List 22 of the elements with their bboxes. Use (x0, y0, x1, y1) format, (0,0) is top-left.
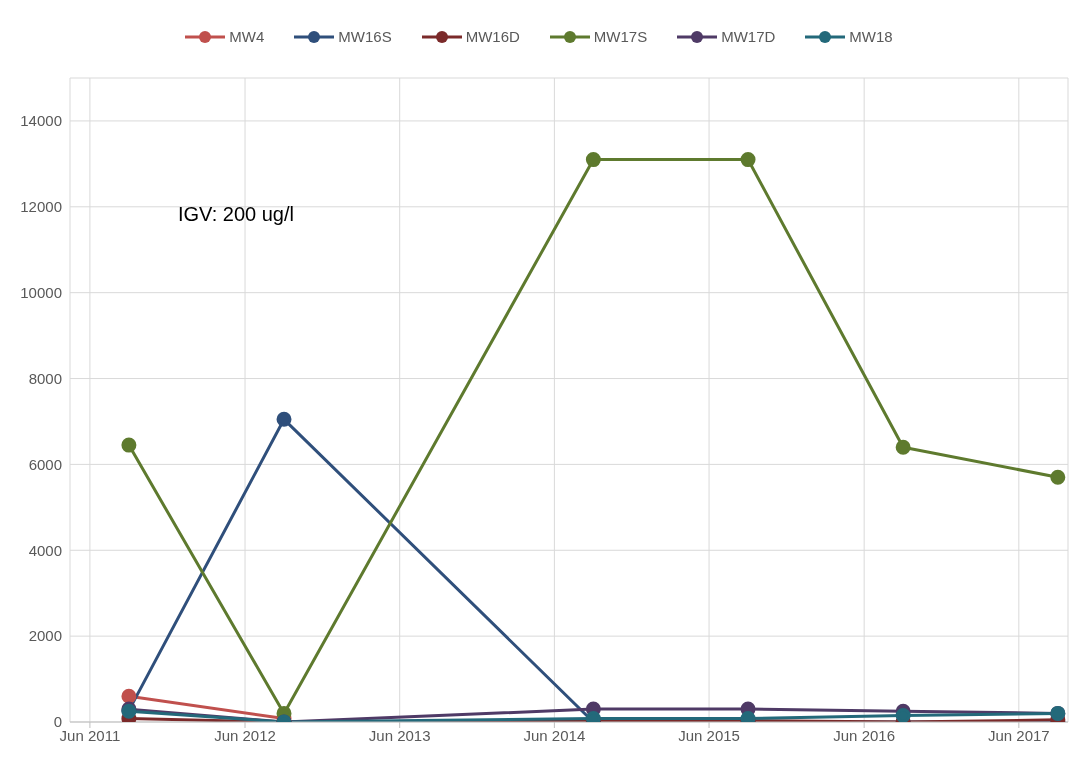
legend-label: MW4 (228, 28, 265, 45)
x-tick-label: Jun 2012 (214, 726, 276, 744)
legend-label: MW17S (592, 28, 648, 45)
y-tick-label: 2000 (28, 627, 62, 645)
y-tick-label: 12000 (20, 198, 62, 216)
x-tick-label: Jun 2014 (523, 726, 586, 744)
y-tick-label: 4000 (28, 541, 62, 559)
x-tick-label: Jun 2016 (833, 726, 896, 744)
legend-label: MW16D (464, 28, 520, 45)
y-tick-label: 10000 (20, 283, 62, 301)
x-tick-label: Jun 2011 (59, 726, 121, 744)
legend-label: MW16S (337, 28, 392, 45)
y-tick-label: 0 (53, 713, 62, 731)
legend-label: MW17D (720, 28, 776, 45)
x-tick-label: Jun 2017 (987, 726, 1050, 744)
x-tick-label: Jun 2015 (678, 726, 740, 744)
annotation: IGV: 200 ug/l (178, 203, 294, 226)
y-tick-label: 8000 (28, 369, 62, 387)
y-tick-label: 6000 (28, 455, 62, 473)
legend-label: MW18 (848, 28, 893, 45)
x-tick-label: Jun 2013 (368, 726, 431, 744)
y-tick-label: 14000 (20, 112, 62, 130)
